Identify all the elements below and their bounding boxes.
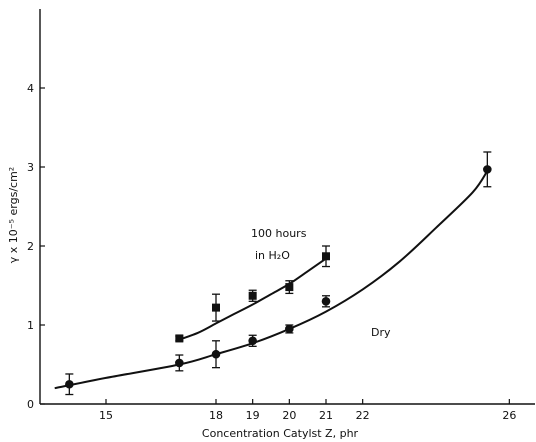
point-wet-4: [322, 252, 330, 261]
point-dry-2: [211, 349, 221, 359]
x-tick-label-19: 19: [246, 409, 260, 422]
point-dry-6: [483, 165, 492, 174]
curves: [54, 170, 489, 390]
annotation-dry: Dry: [371, 326, 391, 339]
curve-wet: [175, 257, 327, 342]
x-tick-label-26: 26: [502, 409, 516, 422]
x-axis-label: Concentration Catylst Z, phr: [202, 427, 359, 440]
x-tick-label-20: 20: [282, 409, 296, 422]
y-tick-label-3: 3: [27, 161, 34, 174]
y-tick-label-4: 4: [27, 82, 34, 95]
y-tick-label-2: 2: [27, 240, 34, 253]
point-dry-3: [248, 336, 257, 346]
x-tick-label-21: 21: [319, 409, 333, 422]
y-tick-label-1: 1: [27, 319, 34, 332]
annotation-wet-line2: in H₂O: [255, 249, 290, 262]
x-tick-label-22: 22: [356, 409, 370, 422]
point-wet-1: [212, 303, 220, 312]
point-wet-0: [175, 334, 184, 343]
point-dry-1: [175, 358, 184, 368]
y-axis-label: γ x 10⁻⁵ ergs/cm²: [7, 167, 20, 263]
points: [65, 151, 492, 396]
point-wet-3: [285, 283, 294, 292]
point-dry-4: [285, 324, 294, 334]
point-wet-2: [248, 291, 257, 300]
ticks: 0 1 2 3 4 15 18 19 20 21 22 26: [27, 82, 516, 422]
annotation-wet-line1: 100 hours: [251, 227, 307, 240]
curve-dry: [54, 170, 489, 390]
axes: [39, 9, 535, 405]
point-dry-5: [321, 297, 331, 306]
x-tick-label-18: 18: [209, 409, 223, 422]
point-dry-0: [65, 379, 74, 389]
x-tick-label-15: 15: [99, 409, 113, 422]
y-tick-label-0: 0: [27, 398, 34, 411]
